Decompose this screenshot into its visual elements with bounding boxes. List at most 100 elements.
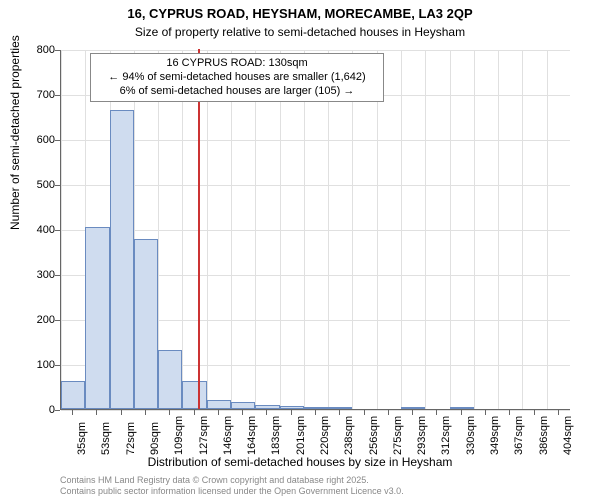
x-tick-label: 90sqm <box>149 422 161 455</box>
y-tick <box>55 95 60 96</box>
x-tick <box>461 410 462 415</box>
gridline-v <box>207 50 208 409</box>
histogram-bar <box>304 407 328 409</box>
footer-line2: Contains public sector information licen… <box>60 486 404 497</box>
y-tick <box>55 185 60 186</box>
x-tick <box>436 410 437 415</box>
gridline-v <box>280 50 281 409</box>
gridline-v <box>498 50 499 409</box>
gridline-v <box>377 50 378 409</box>
y-tick-label: 100 <box>15 359 55 371</box>
x-tick-label: 349sqm <box>489 416 501 455</box>
x-axis-label: Distribution of semi-detached houses by … <box>0 455 600 469</box>
histogram-bar <box>134 239 158 409</box>
y-tick <box>55 50 60 51</box>
histogram-bar <box>85 227 109 409</box>
y-tick-label: 0 <box>15 404 55 416</box>
gridline-v <box>231 50 232 409</box>
x-tick-label: 404sqm <box>562 416 574 455</box>
y-tick <box>55 275 60 276</box>
x-tick-label: 220sqm <box>319 416 331 455</box>
x-tick <box>339 410 340 415</box>
gridline-v <box>352 50 353 409</box>
plot-area <box>60 50 570 410</box>
x-tick <box>485 410 486 415</box>
gridline-v <box>182 50 183 409</box>
x-tick <box>364 410 365 415</box>
gridline-v <box>522 50 523 409</box>
histogram-bar <box>61 381 85 409</box>
x-tick <box>291 410 292 415</box>
x-tick-label: 238sqm <box>343 416 355 455</box>
marker-annotation: 16 CYPRUS ROAD: 130sqm ← 94% of semi-det… <box>90 53 384 102</box>
x-tick-label: 256sqm <box>368 416 380 455</box>
x-tick <box>509 410 510 415</box>
x-tick-label: 201sqm <box>295 416 307 455</box>
gridline-h <box>61 230 570 231</box>
histogram-bar <box>328 407 352 409</box>
gridline-v <box>401 50 402 409</box>
gridline-v <box>450 50 451 409</box>
x-tick <box>194 410 195 415</box>
histogram-bar <box>255 405 279 410</box>
histogram-bar <box>182 381 206 409</box>
x-tick <box>266 410 267 415</box>
y-tick <box>55 140 60 141</box>
x-tick-label: 330sqm <box>465 416 477 455</box>
x-tick-label: 386sqm <box>538 416 550 455</box>
y-axis-label: Number of semi-detached properties <box>8 35 22 230</box>
y-tick <box>55 320 60 321</box>
x-tick <box>96 410 97 415</box>
annotation-line1: 16 CYPRUS ROAD: 130sqm <box>97 57 377 71</box>
y-tick-label: 600 <box>15 134 55 146</box>
annotation-line3: 6% of semi-detached houses are larger (1… <box>97 85 377 99</box>
footer-line1: Contains HM Land Registry data © Crown c… <box>60 475 404 486</box>
y-tick-label: 700 <box>15 89 55 101</box>
y-tick-label: 800 <box>15 44 55 56</box>
x-tick <box>534 410 535 415</box>
x-tick <box>218 410 219 415</box>
gridline-v <box>304 50 305 409</box>
histogram-bar <box>231 402 255 409</box>
x-tick <box>558 410 559 415</box>
x-tick <box>315 410 316 415</box>
gridline-v <box>328 50 329 409</box>
x-tick <box>72 410 73 415</box>
gridline-v <box>547 50 548 409</box>
x-tick-label: 53sqm <box>100 422 112 455</box>
histogram-bar <box>280 406 304 409</box>
x-tick-label: 35sqm <box>76 422 88 455</box>
chart-title: 16, CYPRUS ROAD, HEYSHAM, MORECAMBE, LA3… <box>0 0 600 23</box>
gridline-v <box>255 50 256 409</box>
x-tick-label: 312sqm <box>440 416 452 455</box>
x-tick-label: 293sqm <box>416 416 428 455</box>
gridline-v <box>474 50 475 409</box>
y-tick <box>55 365 60 366</box>
histogram-bar <box>110 110 134 409</box>
gridline-v <box>61 50 62 409</box>
y-tick-label: 300 <box>15 269 55 281</box>
gridline-h <box>61 185 570 186</box>
footer-text: Contains HM Land Registry data © Crown c… <box>60 475 404 497</box>
y-tick-label: 500 <box>15 179 55 191</box>
x-tick-label: 164sqm <box>246 416 258 455</box>
gridline-h <box>61 50 570 51</box>
chart-subtitle: Size of property relative to semi-detach… <box>0 25 600 39</box>
x-tick <box>121 410 122 415</box>
x-tick <box>242 410 243 415</box>
x-tick-label: 109sqm <box>173 416 185 455</box>
y-tick <box>55 410 60 411</box>
x-tick-label: 127sqm <box>198 416 210 455</box>
histogram-bar <box>450 407 474 409</box>
x-tick <box>412 410 413 415</box>
x-tick-label: 72sqm <box>125 422 137 455</box>
x-tick <box>388 410 389 415</box>
y-tick-label: 400 <box>15 224 55 236</box>
x-tick-label: 146sqm <box>222 416 234 455</box>
gridline-h <box>61 140 570 141</box>
marker-line <box>198 49 200 409</box>
chart-container: 16, CYPRUS ROAD, HEYSHAM, MORECAMBE, LA3… <box>0 0 600 500</box>
x-tick <box>145 410 146 415</box>
x-tick <box>169 410 170 415</box>
gridline-v <box>425 50 426 409</box>
